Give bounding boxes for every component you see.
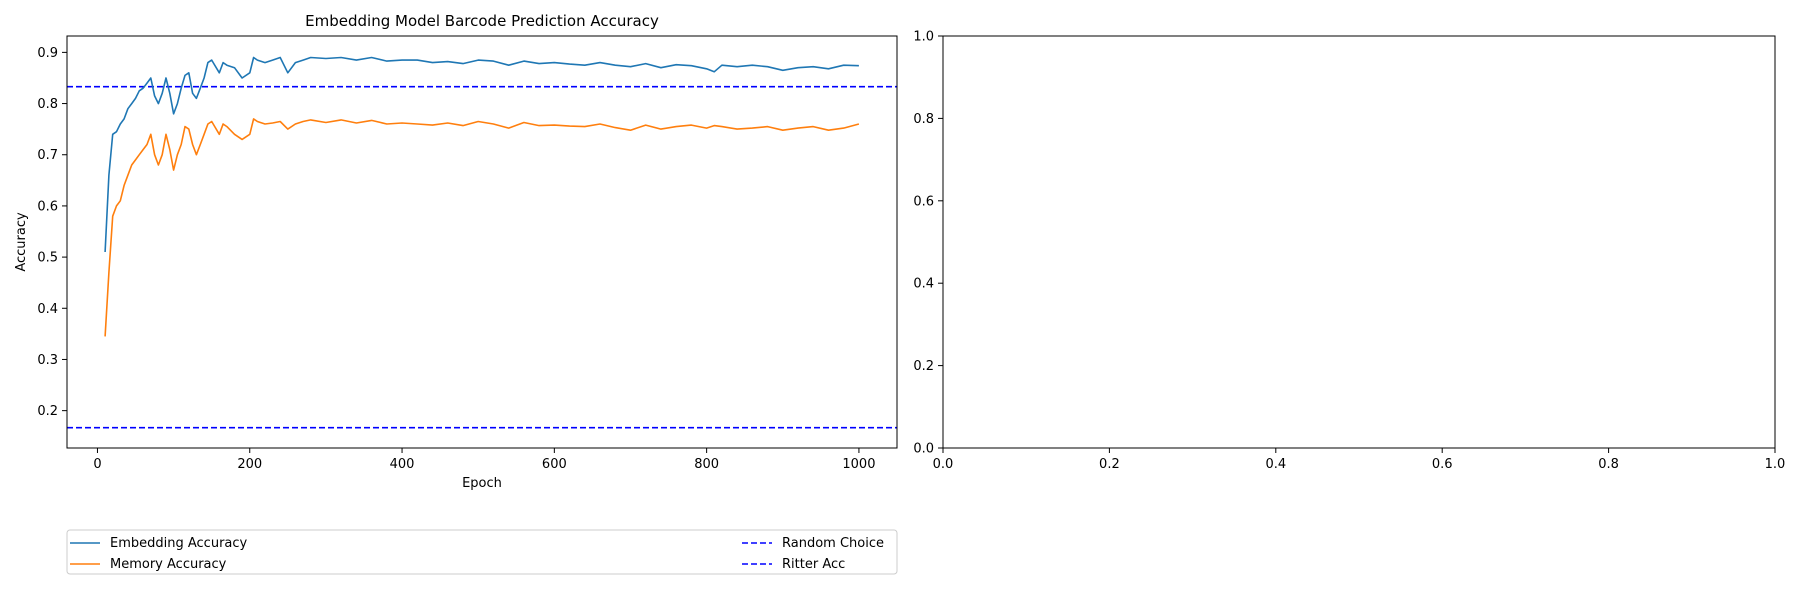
x-tick-label: 1.0: [1765, 457, 1786, 472]
legend-frame: [66, 529, 898, 575]
y-tick-label: 0.6: [913, 194, 934, 209]
y-tick-label: 0.4: [37, 302, 58, 317]
y-tick-label: 0.6: [37, 199, 58, 214]
y-axis-ticks: 0.2 0.3 0.4 0.5 0.6 0.7 0.8 0.9: [37, 46, 67, 419]
y-tick-label: 0.2: [913, 359, 934, 374]
y-axis-label: Accuracy: [14, 212, 29, 272]
y-tick-label: 0.3: [37, 353, 58, 368]
x-tick-label: 0: [93, 457, 101, 472]
chart-title: Embedding Model Barcode Prediction Accur…: [305, 12, 659, 30]
y-tick-label: 0.4: [913, 277, 934, 292]
empty-chart: 0.0 0.2 0.4 0.6 0.8 1.0 0.0 0.2 0.4 0.6 0.8 1.0: [913, 30, 1785, 473]
y-axis-ticks: 0.0 0.2 0.4 0.6 0.8 1.0: [913, 30, 943, 457]
x-tick-label: 400: [390, 457, 415, 472]
series-embedding-accuracy: [104, 56, 859, 253]
x-tick-label: 0.2: [1099, 457, 1120, 472]
x-tick-label: 0.4: [1265, 457, 1286, 472]
x-tick-label: 800: [694, 457, 719, 472]
series-lines: [104, 56, 860, 337]
y-tick-label: 0.8: [913, 112, 934, 127]
legend-label: Ritter Acc: [782, 557, 845, 572]
x-tick-label: 1000: [842, 457, 875, 472]
plot-frame: [942, 35, 1776, 449]
x-tick-label: 600: [542, 457, 567, 472]
legend: Embedding Accuracy Memory Accuracy Random …: [66, 529, 898, 575]
plot-frame: [66, 35, 898, 449]
x-tick-label: 0.6: [1432, 457, 1453, 472]
reference-lines: [67, 85, 897, 429]
legend-label: Random Choice: [782, 536, 884, 551]
x-tick-label: 200: [237, 457, 262, 472]
y-tick-label: 0.8: [37, 97, 58, 112]
y-tick-label: 0.2: [37, 404, 58, 419]
x-tick-label: 0.0: [933, 457, 954, 472]
x-axis-ticks: 0.0 0.2 0.4 0.6 0.8 1.0: [933, 448, 1786, 472]
x-tick-label: 0.8: [1598, 457, 1619, 472]
y-tick-label: 0.5: [37, 251, 58, 266]
y-tick-label: 0.0: [913, 442, 934, 457]
legend-label: Embedding Accuracy: [110, 536, 248, 551]
x-axis-label: Epoch: [462, 476, 502, 491]
accuracy-chart: Embedding Model Barcode Prediction Accur…: [14, 12, 898, 575]
legend-label: Memory Accuracy: [110, 557, 227, 572]
series-memory-accuracy: [104, 118, 860, 337]
x-axis-ticks: 0 200 400 600 800 1000: [93, 448, 875, 472]
y-tick-label: 0.9: [37, 46, 58, 61]
y-tick-label: 0.7: [37, 148, 58, 163]
y-tick-label: 1.0: [913, 30, 934, 45]
